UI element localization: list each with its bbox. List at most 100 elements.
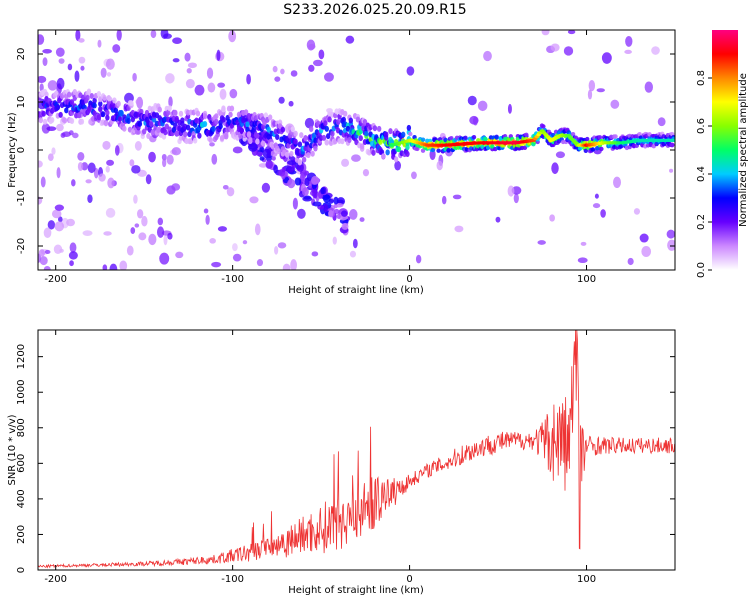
heatmap-cell: [436, 148, 441, 153]
y-tick-label: -10: [16, 190, 27, 206]
heatmap-cell: [477, 100, 488, 112]
heatmap-cell: [330, 130, 335, 137]
heatmap-cell: [401, 131, 406, 138]
heatmap-cell: [290, 70, 298, 77]
heatmap-cell: [112, 44, 121, 53]
heatmap-cell: [637, 132, 642, 137]
heatmap-cell: [613, 176, 622, 188]
heatmap-cell: [311, 175, 320, 185]
heatmap-cell: [613, 134, 618, 139]
heatmap-cell: [134, 223, 140, 228]
heatmap-cell: [308, 43, 316, 50]
snr-y-ticks: 0 200 400 600 800 1000 1200: [16, 344, 675, 573]
heatmap-cell: [44, 249, 51, 254]
colorbar: 0.0 0.2 0.4 0.6 0.8 Normalized spectral ampl…: [696, 30, 749, 278]
heatmap-cell: [221, 105, 226, 112]
heatmap-cell: [202, 113, 208, 120]
heatmap-cell: [490, 144, 495, 149]
heatmap-cell: [100, 111, 106, 118]
heatmap-cell: [46, 126, 57, 132]
heatmap-cell: [105, 114, 110, 121]
heatmap-cell: [430, 147, 436, 153]
heatmap-cell: [241, 117, 246, 124]
heatmap-cell: [66, 218, 75, 227]
heatmap-cell: [44, 91, 49, 98]
heatmap-cell: [587, 89, 593, 100]
heatmap-cell: [105, 207, 116, 218]
heatmap-cell: [156, 226, 165, 238]
heatmap-cell: [38, 196, 43, 205]
heatmap-cell: [669, 168, 674, 173]
heatmap-cell: [105, 109, 110, 116]
heatmap-cell: [96, 90, 102, 97]
heatmap-cell: [277, 242, 287, 249]
heatmap-cell: [371, 149, 376, 156]
heatmap-cell: [563, 46, 574, 56]
heatmap-cell: [105, 165, 110, 173]
heatmap-cell: [185, 78, 195, 89]
heatmap-cell: [312, 201, 322, 207]
heatmap-cell: [441, 195, 447, 205]
heatmap-cell: [376, 125, 382, 132]
heatmap-cell: [524, 132, 529, 137]
heatmap-cell: [570, 131, 576, 137]
heatmap-cell: [467, 95, 477, 106]
x-tick-label: 100: [577, 274, 596, 285]
heatmap-cell: [312, 189, 318, 199]
heatmap-cell: [119, 109, 124, 116]
heatmap-cell: [255, 138, 260, 145]
heatmap-cell: [381, 153, 386, 160]
heatmap-cell: [211, 125, 216, 132]
heatmap-cell: [324, 125, 329, 132]
heatmap-cell: [229, 105, 235, 112]
y-tick-label: 20: [16, 48, 27, 61]
x-tick-label: 0: [406, 574, 412, 585]
heatmap-cell: [105, 58, 115, 70]
heatmap-cell: [236, 111, 242, 118]
heatmap-cell: [98, 173, 106, 182]
y-tick-label: 400: [16, 489, 27, 508]
heatmap-cell: [619, 144, 624, 149]
heatmap-cell: [359, 217, 365, 222]
heatmap-cell: [261, 182, 271, 193]
y-tick-label: 200: [16, 525, 27, 544]
heatmap-cell: [68, 251, 78, 260]
heatmap-cell: [633, 208, 641, 215]
heatmap-cell: [43, 265, 51, 270]
heatmap-cell: [109, 263, 118, 270]
heatmap-cell: [214, 113, 219, 120]
heatmap-cell: [229, 88, 238, 99]
heatmap-cell: [218, 110, 223, 117]
heatmap-cell: [364, 130, 369, 137]
heatmap-cell: [43, 227, 52, 238]
heatmap-cell: [69, 99, 75, 106]
heatmap-cell: [256, 151, 264, 157]
heatmap-cell: [274, 246, 279, 255]
heatmap-cell: [347, 137, 352, 144]
heatmap-cell: [259, 156, 265, 161]
y-tick-label: -20: [16, 238, 27, 254]
heatmap-cell: [327, 116, 332, 123]
heatmap-cell: [341, 116, 346, 123]
heatmap-cell: [592, 203, 601, 209]
heatmap-cell: [308, 64, 315, 72]
heatmap-cell: [378, 138, 383, 145]
y-tick-label: 1000: [16, 379, 27, 404]
heatmap-cell: [282, 263, 291, 270]
heatmap-cell: [537, 240, 546, 245]
heatmap-cell: [184, 52, 191, 62]
heatmap-cell: [150, 129, 155, 136]
heatmap-cell: [672, 138, 675, 142]
heatmap-cell: [253, 131, 259, 138]
heatmap-cell: [549, 214, 555, 222]
heatmap-cell: [411, 171, 417, 180]
heatmap-cell: [415, 146, 420, 152]
heatmap-cell: [232, 253, 242, 262]
heatmap-cell: [40, 176, 46, 188]
heatmap-cell: [299, 172, 305, 183]
heatmap-cell: [165, 73, 175, 84]
heatmap-cell: [38, 34, 45, 45]
heatmap-cell: [80, 65, 85, 71]
heatmap-cell: [167, 105, 172, 112]
heatmap-cell: [228, 30, 237, 43]
